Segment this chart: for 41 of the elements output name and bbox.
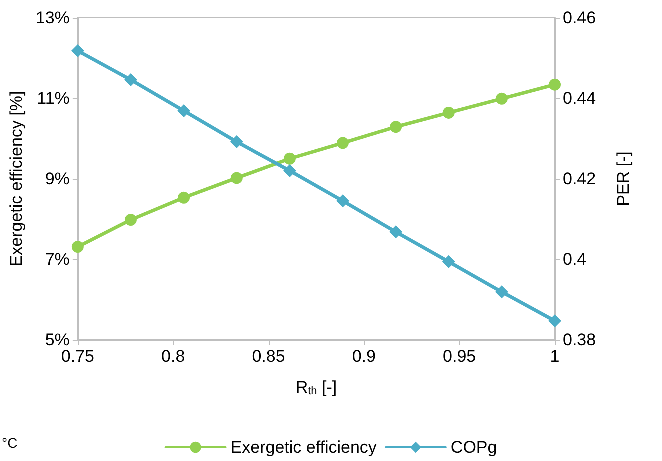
point: [496, 92, 508, 105]
y2-tick-label: 0.46: [563, 8, 596, 28]
point: [336, 194, 350, 208]
y-tick-label: 5%: [45, 330, 70, 350]
x-tick-label: 0.8: [162, 347, 186, 366]
point: [495, 286, 508, 299]
x-tick-label: 0.75: [61, 347, 94, 366]
point: [72, 241, 84, 254]
point: [548, 314, 562, 328]
point: [337, 137, 349, 150]
x-tick-label: 0.95: [443, 347, 476, 366]
point: [442, 255, 456, 268]
point: [124, 73, 138, 86]
point: [442, 106, 455, 119]
point: [284, 152, 296, 165]
y-tick-label: 7%: [45, 250, 70, 269]
point: [71, 44, 84, 58]
y2-axis-title: PER [-]: [614, 152, 633, 206]
y-tick-label: 11%: [37, 89, 70, 108]
point: [549, 78, 561, 91]
y2-tick-label: 0.4: [563, 250, 587, 269]
point: [230, 135, 244, 148]
point: [230, 172, 243, 184]
y2-tick-label: 0.44: [563, 89, 596, 108]
point: [178, 104, 191, 118]
point: [283, 164, 296, 178]
point: [390, 121, 402, 134]
y-tick-label: 9%: [45, 170, 70, 188]
x-tick-label: 1: [550, 347, 560, 366]
legend-label: COPg: [450, 438, 498, 457]
x-tick-label: 0.85: [252, 347, 286, 366]
legend-label: Exergetic efficiency: [230, 438, 378, 457]
y2-tick-label: 0.38: [563, 330, 596, 350]
point: [178, 192, 190, 204]
text: °C: [2, 435, 18, 451]
point: [390, 226, 403, 239]
y-axis-title: Exergetic efficiency [%]: [7, 91, 26, 267]
y2-tick-label: 0.42: [563, 170, 596, 188]
y-tick-label: 13%: [36, 8, 70, 28]
point: [124, 214, 137, 226]
x-tick-label: 0.9: [352, 347, 376, 366]
